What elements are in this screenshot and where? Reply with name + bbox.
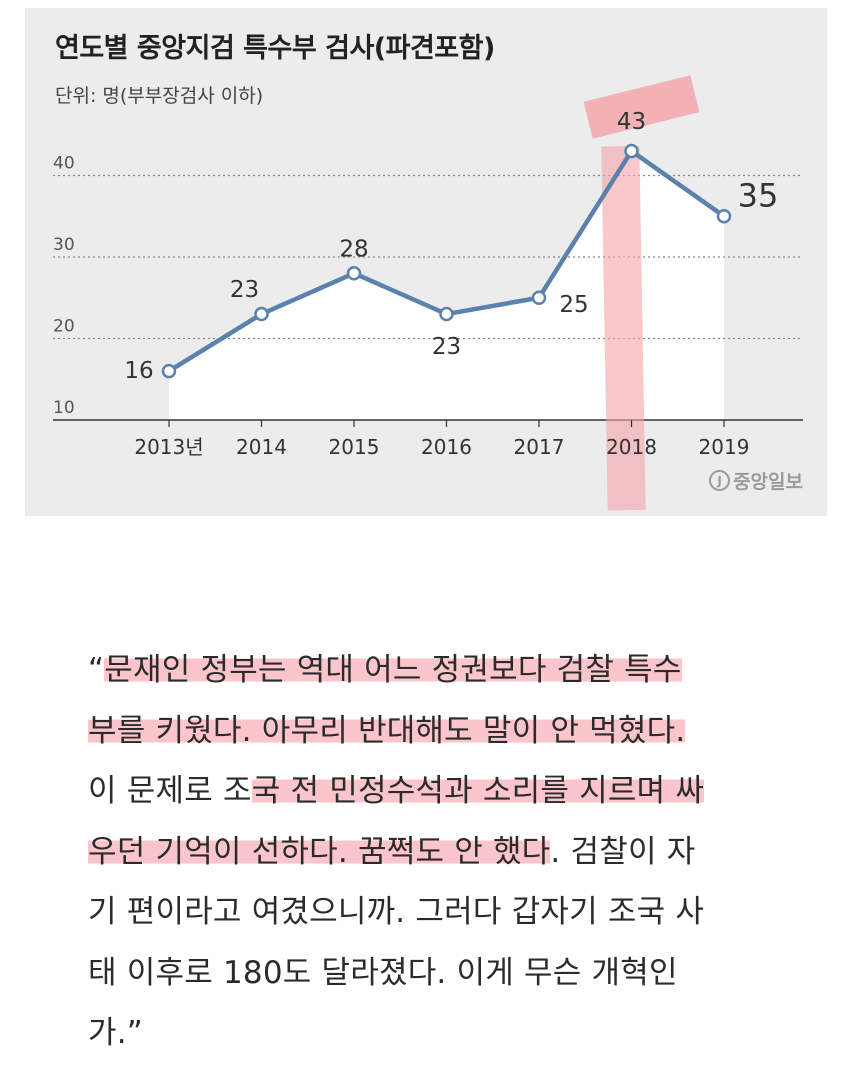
highlighted-text: 부를 키웠다. 아무리 반대해도 말이 안 먹혔다. xyxy=(88,712,686,749)
data-label: 43 xyxy=(617,109,646,135)
x-tick-label: 2017 xyxy=(514,435,565,459)
data-label: 16 xyxy=(124,358,153,384)
chart-area-fill xyxy=(169,151,724,421)
data-point xyxy=(439,306,454,322)
data-label: 25 xyxy=(559,292,588,318)
data-label: 28 xyxy=(339,236,368,262)
highlighted-text: 국 전 민정수석과 소리를 지르며 싸 xyxy=(251,773,705,809)
data-label: 23 xyxy=(230,277,259,303)
quote-text-segment: 이 문제로 조 xyxy=(88,773,252,809)
quote-line: 이 문제로 조국 전 민정수석과 소리를 지르며 싸 xyxy=(88,761,788,822)
y-tick-label: 10 xyxy=(53,398,75,418)
data-point xyxy=(161,363,177,379)
x-tick-label: 2013년 xyxy=(134,435,203,459)
quote-text-segment: . 검찰이 자 xyxy=(550,833,696,870)
y-tick-label: 40 xyxy=(53,154,75,174)
data-label: 23 xyxy=(432,334,461,360)
data-label: 35 xyxy=(738,176,779,214)
y-tick-label: 30 xyxy=(53,235,75,255)
y-tick-label: 20 xyxy=(53,317,75,337)
source-credit-text: 중앙일보 xyxy=(733,471,803,493)
data-point xyxy=(346,266,362,281)
quote-line: 우던 기억이 선하다. 꿈쩍도 안 했다. 검찰이 자 xyxy=(88,822,788,883)
joongang-logo-icon: J xyxy=(709,470,731,491)
highlighted-text: 문재인 정부는 역대 어느 정권보다 검찰 특수 xyxy=(104,652,682,688)
x-tick-label: 2014 xyxy=(236,435,287,459)
chart-title: 연도별 중앙지검 특수부 검사(파견포함) xyxy=(55,33,495,64)
highlighted-text: 우던 기억이 선하다. 꿈쩍도 안 했다 xyxy=(88,833,551,870)
quote-text-segment: 태 이후로 180도 달라졌다. 이게 무슨 개혁인 xyxy=(88,954,678,991)
data-point xyxy=(254,306,269,322)
source-credit: J 중앙일보 xyxy=(709,467,803,494)
chart-panel: 연도별 중앙지검 특수부 검사(파견포함) 단위: 명(부부장검사 이하) 10… xyxy=(25,8,827,516)
quote-line: 기 편이라고 여겼으니까. 그러다 갑자기 조국 사 xyxy=(88,882,788,943)
x-tick-label: 2016 xyxy=(421,435,472,459)
x-tick-label: 2018 xyxy=(606,435,657,459)
data-point xyxy=(624,143,639,159)
quote-text-segment: 가.” xyxy=(88,1015,144,1051)
quote-line: “문재인 정부는 역대 어느 정권보다 검찰 특수 xyxy=(88,640,788,701)
x-tick-label: 2015 xyxy=(329,435,380,459)
highlight-label-box xyxy=(583,75,700,139)
quote-line: 부를 키웠다. 아무리 반대해도 말이 안 먹혔다. xyxy=(88,701,788,762)
quote-line: 가.” xyxy=(88,1003,788,1064)
quote-text-segment: 기 편이라고 여겼으니까. 그러다 갑자기 조국 사 xyxy=(88,894,705,930)
quote-line: 태 이후로 180도 달라졌다. 이게 무슨 개혁인 xyxy=(88,943,788,1004)
x-tick-label: 2019 xyxy=(699,435,750,459)
data-point xyxy=(531,290,547,305)
data-point xyxy=(716,209,732,224)
highlight-band xyxy=(601,145,646,511)
line-chart: 10 20 30 40 2013년 2014 2015 2016 2017 2018 2019 16 2… xyxy=(53,75,803,511)
quote-text-segment: “ xyxy=(88,652,105,688)
chart-unit-label: 단위: 명(부부장검사 이하) xyxy=(55,85,264,107)
